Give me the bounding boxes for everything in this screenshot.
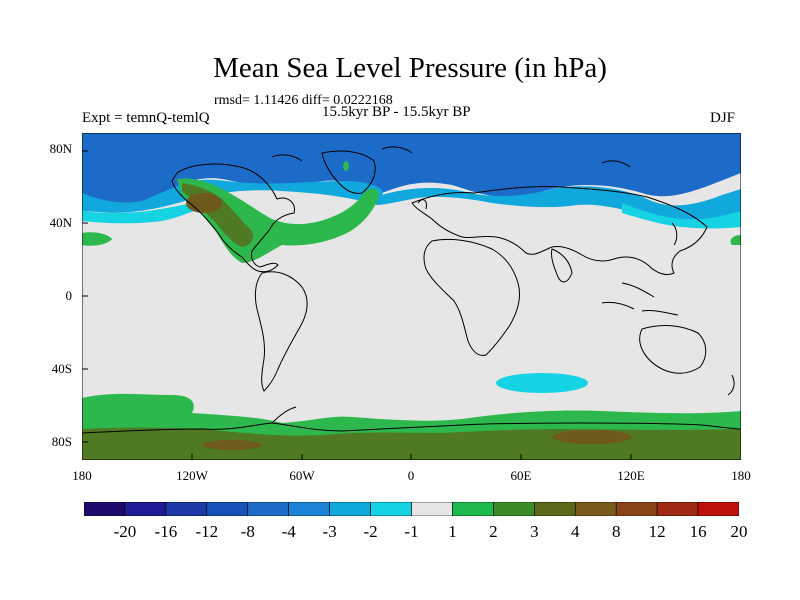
experiment-label: Expt = temnQ-temlQ — [82, 110, 210, 126]
colorbar-label: -1 — [404, 522, 419, 541]
colorbar-label: -8 — [240, 522, 255, 541]
colorbar — [84, 502, 739, 516]
colorbar-swatch — [493, 502, 535, 516]
colorbar-swatch — [534, 502, 576, 516]
southern-ocean-weak-negative — [496, 373, 588, 393]
lat-label-80s: 80S — [51, 434, 72, 449]
lon-label-0: 0 — [407, 468, 415, 483]
lon-label-180w: 180 — [72, 468, 92, 483]
lat-label-40s: 40S — [51, 361, 72, 376]
stats-label: rmsd= 1.11426 diff= 0.0222168 — [214, 93, 393, 108]
lat-label-40n: 40N — [49, 215, 72, 230]
period-label: 15.5kyr BP - 15.5kyr BP — [322, 104, 471, 120]
season-label: DJF — [710, 110, 736, 126]
colorbar-label: 2 — [489, 522, 498, 541]
map-ticks — [82, 150, 741, 460]
colorbar-label: 8 — [611, 522, 621, 541]
colorbar-label: -16 — [154, 522, 178, 541]
north-america-peak-anomaly — [186, 193, 222, 213]
antarctic-peak-anomaly — [202, 430, 632, 450]
colorbar-swatch — [411, 502, 453, 516]
lat-label-80n: 80N — [49, 141, 72, 156]
northern-weak-anomaly — [82, 201, 741, 229]
lon-label-120e: 120E — [617, 468, 645, 483]
colorbar-swatch — [615, 502, 658, 516]
lat-label-0: 0 — [65, 288, 73, 303]
colorbar-swatch — [165, 502, 208, 516]
colorbar-swatch — [574, 502, 617, 516]
colorbar-swatch — [656, 502, 699, 516]
colorbar-label: -12 — [195, 522, 219, 541]
arctic-positive-spot — [343, 161, 349, 171]
colorbar-label: 3 — [530, 522, 539, 541]
north-america-positive-anomaly — [82, 178, 741, 263]
colorbar-swatch — [697, 502, 739, 516]
lon-label-60e: 60E — [510, 468, 532, 483]
colorbar-label: -3 — [322, 522, 337, 541]
northern-negative-anomaly — [82, 133, 741, 203]
lon-label-60w: 60W — [289, 468, 315, 483]
colorbar-label: 20 — [730, 522, 748, 541]
colorbar-swatch — [329, 502, 371, 516]
colorbar-label: 12 — [648, 522, 666, 541]
coastlines — [82, 146, 741, 434]
chart-title: Mean Sea Level Pressure (in hPa) — [213, 52, 607, 84]
colorbar-label: -20 — [113, 522, 137, 541]
colorbar-label: 1 — [448, 522, 457, 541]
colorbar-label: 4 — [571, 522, 580, 541]
colorbar-swatch — [288, 502, 330, 516]
colorbar-swatch — [370, 502, 412, 516]
colorbar-swatch — [247, 502, 289, 516]
colorbar-label: -4 — [281, 522, 296, 541]
lon-label-180e: 180 — [731, 468, 751, 483]
colorbar-swatch — [206, 502, 249, 516]
pressure-anomaly-map — [82, 133, 741, 460]
colorbar-swatch — [84, 502, 126, 516]
northern-moderate-anomaly — [82, 179, 741, 222]
colorbar-label: -2 — [363, 522, 378, 541]
colorbar-label: 16 — [689, 522, 707, 541]
lon-label-120w: 120W — [176, 468, 208, 483]
colorbar-swatch — [452, 502, 494, 516]
colorbar-swatch — [124, 502, 167, 516]
